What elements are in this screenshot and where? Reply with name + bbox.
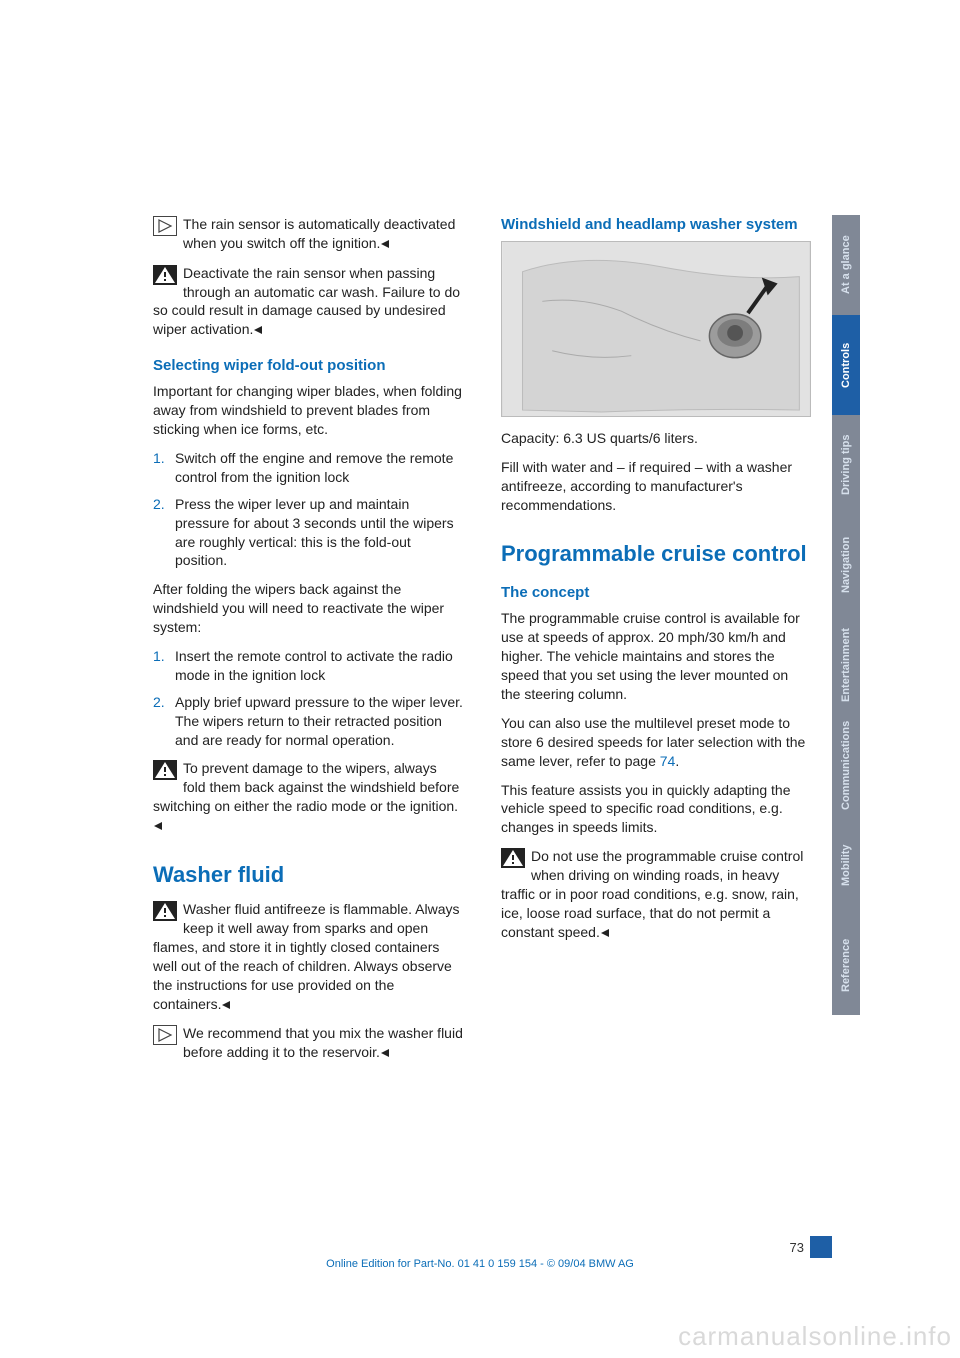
- section-tabs: At a glance Controls Driving tips Naviga…: [832, 215, 860, 1015]
- info-icon: [153, 216, 177, 236]
- end-mark-icon: [380, 1044, 390, 1063]
- body-text: Apply brief upward pressure to the wiper…: [175, 694, 463, 748]
- heading-concept: The concept: [501, 583, 811, 603]
- watermark: carmanualsonline.info: [678, 1321, 952, 1352]
- warning-icon: [153, 760, 177, 780]
- list-item: 1. Switch off the engine and remove the r…: [153, 449, 463, 487]
- warning-rain-sensor: Deactivate the rain sensor when passing …: [153, 264, 463, 340]
- note-rain-sensor: The rain sensor is automatically deactiv…: [153, 215, 463, 254]
- body-text: Switch off the engine and remove the rem…: [175, 450, 453, 485]
- page-number-bar: [810, 1236, 832, 1258]
- tab-navigation[interactable]: Navigation: [832, 515, 860, 615]
- body-text: This feature assists you in quickly adap…: [501, 781, 811, 838]
- list-foldout-activate: 1. Switch off the engine and remove the r…: [153, 449, 463, 570]
- body-text: Press the wiper lever up and maintain pr…: [175, 496, 454, 569]
- list-foldback: 1. Insert the remote control to activate …: [153, 647, 463, 749]
- page: The rain sensor is automatically deactiv…: [0, 0, 960, 1358]
- body-text: Fill with water and – if required – with…: [501, 458, 811, 515]
- heading-washer-fluid: Washer fluid: [153, 862, 463, 888]
- list-number: 2.: [153, 693, 165, 712]
- warning-icon: [153, 265, 177, 285]
- heading-foldout: Selecting wiper fold-out position: [153, 356, 463, 376]
- body-text: Capacity: 6.3 US quarts/6 liters.: [501, 429, 811, 448]
- warning-icon: [153, 901, 177, 921]
- tab-entertainment[interactable]: Entertainment: [832, 615, 860, 715]
- body-text: Insert the remote control to activate th…: [175, 648, 453, 683]
- end-mark-icon: [380, 235, 390, 254]
- list-number: 2.: [153, 495, 165, 514]
- body-text: We recommend that you mix the washer flu…: [183, 1025, 463, 1060]
- page-number: 73: [790, 1236, 832, 1258]
- body-text: Washer fluid antifreeze is flammable. Al…: [153, 901, 459, 1011]
- content-area: The rain sensor is automatically deactiv…: [153, 215, 813, 1215]
- body-text: Do not use the programmable cruise contr…: [501, 848, 803, 940]
- body-text: You can also use the multilevel preset m…: [501, 714, 811, 771]
- body-text: The rain sensor is automatically deactiv…: [183, 216, 455, 251]
- end-mark-icon: [153, 817, 163, 836]
- info-icon: [153, 1025, 177, 1045]
- list-item: 1. Insert the remote control to activate …: [153, 647, 463, 685]
- list-item: 2. Press the wiper lever up and maintain …: [153, 495, 463, 571]
- body-text: To prevent damage to the wipers, always …: [153, 760, 459, 814]
- right-column: Windshield and headlamp washer system Ca…: [501, 215, 811, 1215]
- page-number-text: 73: [790, 1240, 804, 1255]
- footer-text: Online Edition for Part-No. 01 41 0 159 …: [0, 1258, 960, 1270]
- page-reference-link[interactable]: 74: [660, 753, 676, 769]
- body-text: After folding the wipers back against th…: [153, 580, 463, 637]
- heading-cruise-control: Programmable cruise control: [501, 541, 811, 567]
- list-number: 1.: [153, 449, 165, 468]
- tab-mobility[interactable]: Mobility: [832, 815, 860, 915]
- body-text: You can also use the multilevel preset m…: [501, 715, 805, 769]
- body-text: .: [675, 753, 679, 769]
- tab-at-a-glance[interactable]: At a glance: [832, 215, 860, 315]
- tab-controls[interactable]: Controls: [832, 315, 860, 415]
- body-text: Important for changing wiper blades, whe…: [153, 382, 463, 439]
- heading-windshield-washer: Windshield and headlamp washer system: [501, 215, 811, 235]
- washer-figure: [501, 241, 811, 417]
- end-mark-icon: [221, 996, 231, 1015]
- list-item: 2. Apply brief upward pressure to the wip…: [153, 693, 463, 750]
- tab-driving-tips[interactable]: Driving tips: [832, 415, 860, 515]
- left-column: The rain sensor is automatically deactiv…: [153, 215, 463, 1215]
- tab-reference[interactable]: Reference: [832, 915, 860, 1015]
- end-mark-icon: [253, 321, 263, 340]
- warning-wiper-damage: To prevent damage to the wipers, always …: [153, 759, 463, 835]
- note-mix-washer: We recommend that you mix the washer flu…: [153, 1024, 463, 1063]
- warning-washer-flammable: Washer fluid antifreeze is flammable. Al…: [153, 900, 463, 1014]
- body-text: Deactivate the rain sensor when passing …: [153, 265, 460, 338]
- warning-icon: [501, 848, 525, 868]
- body-text: The programmable cruise control is avail…: [501, 609, 811, 703]
- end-mark-icon: [600, 924, 610, 943]
- tab-communications[interactable]: Communications: [832, 715, 860, 815]
- list-number: 1.: [153, 647, 165, 666]
- warning-cruise-control: Do not use the programmable cruise contr…: [501, 847, 811, 942]
